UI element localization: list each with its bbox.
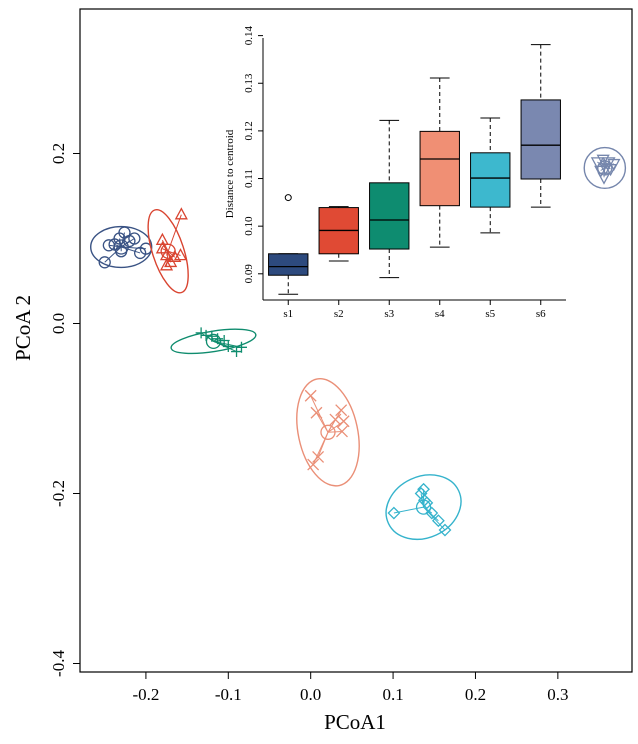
box-iqr [470, 152, 511, 208]
box-s6: s6 [520, 44, 561, 320]
inset-x-tick-label: s4 [435, 308, 445, 320]
y-axis-label: PCoA 2 [11, 295, 35, 361]
y-tick-label: -0.4 [49, 650, 68, 677]
confidence-ellipse [147, 209, 189, 294]
triangle-down-point [602, 157, 616, 170]
spider-line [121, 246, 141, 254]
triangle-down-point [599, 163, 613, 176]
group-3 [170, 327, 257, 358]
diamond-point [420, 496, 434, 510]
box-outlier [284, 194, 292, 202]
group-2 [147, 207, 189, 294]
triangle-down-point [597, 172, 611, 185]
triangle-point [155, 232, 169, 245]
x-point [337, 415, 350, 428]
group-centroid [597, 160, 613, 176]
x-tick-label: -0.1 [215, 685, 242, 704]
x-tick-label: 0.3 [547, 685, 568, 704]
x-tick-label: -0.2 [132, 685, 159, 704]
plus-point [195, 327, 207, 339]
triangle-point [174, 207, 188, 220]
main-plot: -0.2 -0.1 0.0 0.1 0.2 0.3 0.2 0.0 -0.2 -0.4 [49, 8, 633, 704]
inset-y-tick-label: 0.09 [243, 264, 255, 284]
confidence-ellipse [385, 474, 462, 541]
group-6 [583, 146, 627, 190]
x-tick-label: 0.0 [300, 685, 321, 704]
inset-x-tick-label: s2 [334, 308, 344, 320]
group-centroid [415, 499, 432, 515]
triangle-down-point [594, 165, 608, 178]
plus-point [235, 341, 247, 353]
group-centroid [113, 239, 129, 255]
group-5 [385, 474, 462, 541]
x-point [307, 458, 320, 471]
box-s2: s2 [318, 206, 359, 320]
inset-y-tick-label: 0.12 [243, 121, 255, 140]
x-point [310, 406, 323, 419]
x-axis-label: PCoA1 [324, 710, 386, 734]
x-tick-label: 0.1 [382, 685, 403, 704]
x-point [329, 413, 342, 426]
box-iqr [419, 130, 460, 207]
spider-line [104, 246, 122, 263]
box-s5: s5 [470, 117, 511, 320]
y-tick-label: -0.2 [49, 480, 68, 507]
x-point [312, 450, 325, 463]
x-point [335, 404, 348, 417]
diamond-point [425, 506, 439, 520]
group-centroid [205, 333, 222, 350]
triangle-point [173, 248, 188, 261]
inset-x-tick-label: s6 [536, 308, 546, 320]
confidence-ellipse [296, 378, 360, 487]
inset-background [261, 36, 568, 302]
diamond-point [438, 523, 452, 537]
spider-line [316, 412, 329, 433]
group-4 [296, 378, 360, 487]
inset-y-tick-label: 0.11 [243, 169, 255, 188]
box-iqr [369, 182, 410, 250]
box-iqr [268, 253, 309, 276]
x-point [336, 425, 348, 438]
inset-y-axis-label: Distance to centroid [224, 129, 236, 218]
inset-y-tick-label: 0.10 [243, 216, 255, 236]
inset-y-tick-label: 0.13 [243, 73, 255, 93]
box-s4: s4 [419, 77, 460, 320]
triangle-point [155, 241, 169, 254]
spider-line [317, 432, 329, 458]
triangle-point [159, 258, 174, 271]
y-tick-label: 0.0 [49, 313, 68, 334]
diamond-point [431, 514, 445, 528]
plus-point [222, 340, 234, 352]
group-1 [90, 225, 153, 269]
group-centroid [160, 243, 176, 259]
box-s3: s3 [369, 119, 410, 320]
inset-x-tick-label: s5 [485, 308, 495, 320]
inset-x-tick-label: s1 [283, 308, 293, 320]
diamond-point [387, 506, 401, 520]
plot-frame [79, 8, 633, 673]
box-iqr [520, 99, 561, 180]
x-point [304, 389, 317, 402]
circle-point [128, 232, 141, 245]
y-tick-label: 0.2 [49, 143, 68, 164]
inset-boxplot: 0.09 0.10 0.11 0.12 0.13 0.14 s1 s2 s3 s4 s5 s6 [243, 25, 568, 320]
circle-point [98, 256, 111, 269]
confidence-ellipse [583, 146, 627, 190]
x-tick-label: 0.2 [465, 685, 486, 704]
spider-line [310, 395, 329, 433]
inset-x-tick-label: s3 [384, 308, 394, 320]
group-centroid [320, 424, 336, 440]
box-s1: s1 [268, 194, 309, 320]
inset-y-tick-label: 0.14 [243, 25, 255, 45]
